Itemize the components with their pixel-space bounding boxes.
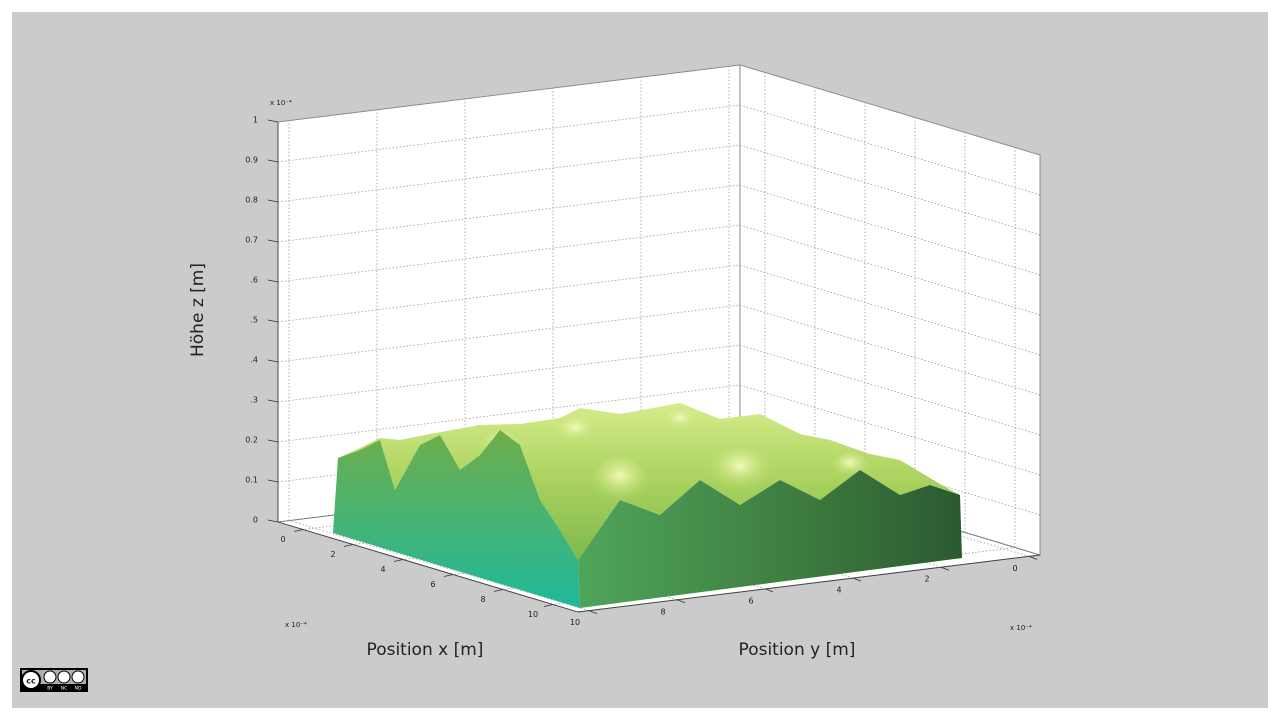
badge-term: NC [61, 686, 68, 692]
y-tick [940, 566, 950, 571]
badge-term: ND [75, 686, 82, 692]
z-tick-label: .5 [250, 316, 258, 325]
surface-front-right [578, 470, 962, 608]
grid-line [277, 144, 741, 203]
z-tick-label: 0.9 [245, 156, 258, 165]
grid-line [277, 344, 741, 403]
badge-icon [71, 670, 85, 684]
x-axis-line [277, 521, 579, 613]
x-tick-label: 8 [480, 595, 485, 604]
z-tick [267, 159, 279, 163]
x-tick [293, 529, 304, 532]
z-tick-label: 1 [253, 116, 258, 125]
grid-line [277, 224, 741, 283]
badge-icon [57, 670, 71, 684]
x-tick-label: 10 [528, 610, 538, 619]
z-tick-label: 0.2 [245, 436, 258, 445]
x-tick-label: 0 [280, 535, 285, 544]
z-tick [267, 199, 279, 203]
surface-highlight [592, 458, 648, 502]
z-tick [267, 399, 279, 403]
y-tick-label: 8 [660, 607, 665, 616]
surface-top [338, 403, 960, 560]
grid-line [277, 104, 741, 163]
labels: Höhe z [m] Position x [m] Position y [m]… [188, 99, 1041, 660]
x-multiplier: x 10⁻⁴ [285, 621, 307, 629]
z-tick [267, 479, 279, 483]
z-tick-label: .4 [250, 356, 258, 365]
x-tick [343, 544, 354, 547]
x-axis-label: Position x [m] [367, 640, 484, 660]
z-tick [267, 119, 279, 123]
x-tick [493, 589, 504, 592]
y-axis-label: Position y [m] [739, 640, 856, 660]
y-tick-label: 10 [570, 618, 580, 627]
z-tick-label: 0.1 [245, 476, 258, 485]
z-axis-label: Höhe z [m] [188, 263, 208, 357]
z-tick-label: .6 [250, 276, 258, 285]
badge-cc: cc [26, 677, 36, 686]
grid-line [277, 184, 741, 243]
grid-line [277, 384, 741, 443]
x-tick-label: 4 [380, 565, 385, 574]
badge-icon [43, 670, 57, 684]
y-tick-label: 2 [924, 575, 929, 584]
z-tick [267, 239, 279, 243]
z-tick-label: 0.8 [245, 196, 258, 205]
y-axis-line [577, 554, 1041, 613]
license-badge: cc BY NC ND [20, 668, 88, 692]
x-tick-label: 6 [430, 580, 435, 589]
x-tick [543, 604, 554, 607]
grid-line [277, 304, 741, 363]
z-tick [267, 519, 279, 523]
badge-term: BY [47, 686, 53, 692]
z-tick [267, 279, 279, 283]
surface [333, 403, 962, 608]
y-tick-label: 0 [1012, 564, 1017, 573]
y-tick [588, 610, 598, 615]
y-tick-label: 6 [748, 596, 753, 605]
z-tick [267, 319, 279, 323]
z-tick [267, 439, 279, 443]
x-tick [443, 574, 454, 577]
x-tick-label: 2 [330, 550, 335, 559]
surface-highlight [710, 448, 770, 492]
grid-line [277, 264, 741, 323]
x-tick [393, 559, 404, 562]
y-tick [852, 577, 862, 582]
z-tick [267, 359, 279, 363]
z-tick-label: 0 [253, 516, 258, 525]
z-multiplier: x 10⁻⁴ [270, 99, 292, 107]
y-tick [764, 588, 774, 593]
y-tick [1028, 555, 1038, 560]
y-tick [676, 599, 686, 604]
surface-highlight [660, 408, 700, 432]
y-tick-label: 4 [836, 586, 841, 595]
y-multiplier: x 10⁻⁴ [1010, 624, 1032, 632]
badge-cc-circle [21, 670, 41, 690]
grid-line [277, 64, 741, 123]
surface-front-left [333, 430, 580, 608]
surface-highlight [553, 416, 597, 444]
z-tick-label: 0.7 [245, 236, 258, 245]
z-tick-label: .3 [250, 396, 258, 405]
